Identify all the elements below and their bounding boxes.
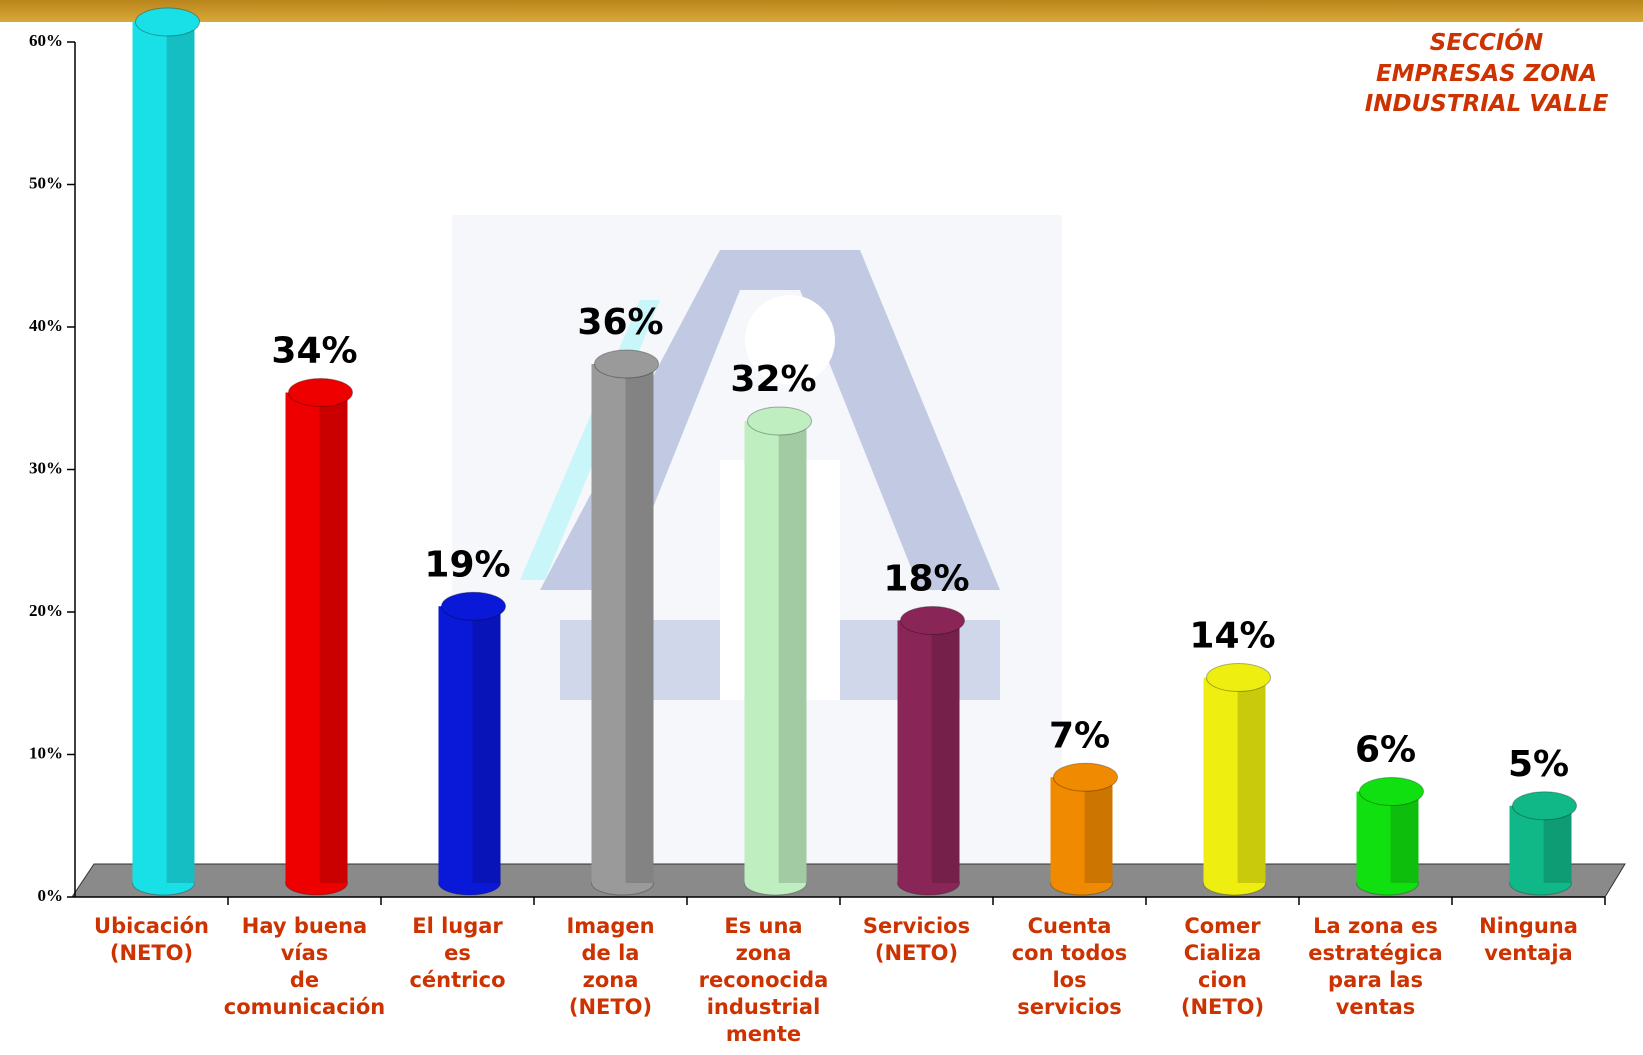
value-label: 5% [1508, 744, 1569, 785]
bar-shade [1390, 791, 1419, 883]
value-label: 36% [577, 302, 663, 343]
bar-cap [441, 591, 506, 621]
category-box: La zona es estratégica para las ventas [1308, 914, 1443, 1019]
bar [1050, 777, 1113, 883]
bar [744, 421, 807, 883]
bar [285, 392, 348, 883]
bar-cap [594, 349, 659, 379]
bar-shade [778, 421, 807, 883]
x-tick-label: Comer Cializa cion (NETO) [1180, 914, 1265, 1019]
y-tick-label: 20% [29, 601, 63, 620]
bar [1356, 791, 1419, 883]
value-label: 18% [883, 559, 969, 600]
bar-cap [135, 7, 200, 37]
bar [1203, 677, 1266, 883]
value-label: 6% [1355, 730, 1416, 771]
bar-shade [625, 364, 654, 883]
category-box: Es una zona reconocida industrial mente [698, 914, 829, 1046]
value-label: 60% [118, 0, 204, 1]
x-tick-label: Ubicación (NETO) [94, 914, 209, 965]
bar-cap [747, 406, 812, 436]
top-bar [0, 0, 1643, 22]
category-box: Comer Cializa cion (NETO) [1180, 914, 1265, 1019]
y-tick-label: 0% [38, 886, 64, 905]
category-box: Ninguna ventaja [1479, 914, 1578, 965]
plot [132, 7, 1577, 896]
value-label: 19% [424, 544, 510, 585]
y-tick-label: 60% [29, 31, 63, 50]
y-tick-label: 30% [29, 458, 63, 477]
x-tick-label: Ninguna ventaja [1479, 914, 1578, 965]
x-tick-label: Hay buena vías de comunicación [223, 914, 386, 1019]
bar [438, 606, 501, 883]
value-label: 32% [730, 359, 816, 400]
category-box: Cuenta con todos los servicios [1011, 914, 1128, 1019]
category-box: Imagen de la zona (NETO) [566, 914, 655, 1019]
bar-cap [1053, 762, 1118, 792]
x-tick-label: Cuenta con todos los servicios [1011, 914, 1128, 1019]
value-label: 7% [1049, 715, 1110, 756]
bar-cap [288, 378, 353, 407]
bar-cap [1359, 777, 1424, 806]
bar-shade [1084, 777, 1113, 883]
bar-shade [319, 392, 348, 883]
x-tick-label: Servicios (NETO) [862, 914, 971, 965]
bar [897, 620, 960, 883]
annotation-box: SECCIÓN EMPRESAS ZONA INDUSTRIAL VALLE [1364, 30, 1609, 118]
x-tick-label: Imagen de la zona (NETO) [566, 914, 655, 1019]
bar-shade [1237, 677, 1266, 883]
value-label: 34% [271, 331, 357, 372]
category-box: Servicios (NETO) [862, 914, 971, 965]
y-tick-label: 40% [29, 316, 63, 335]
bar-cap [900, 606, 965, 635]
value-label: 14% [1189, 616, 1275, 657]
category-box: El lugar es céntrico [409, 914, 506, 992]
bar-cap [1206, 663, 1271, 692]
y-tick-label: 10% [29, 743, 63, 762]
bar-shade [931, 620, 960, 883]
y-tick-label: 50% [29, 173, 63, 192]
annotation: SECCIÓN EMPRESAS ZONA INDUSTRIAL VALLE [1364, 30, 1609, 118]
x-tick-label: El lugar es céntrico [409, 914, 506, 992]
bar [132, 22, 195, 883]
bar [591, 364, 654, 883]
x-tick-label: Es una zona reconocida industrial mente [698, 914, 829, 1046]
bar-shade [166, 22, 195, 883]
x-tick-label: La zona es estratégica para las ventas [1308, 914, 1443, 1019]
bar-cap [1512, 791, 1577, 821]
category-box: Hay buena vías de comunicación [223, 914, 386, 1019]
category-box: Ubicación (NETO) [94, 914, 209, 965]
bar-shade [472, 606, 501, 883]
